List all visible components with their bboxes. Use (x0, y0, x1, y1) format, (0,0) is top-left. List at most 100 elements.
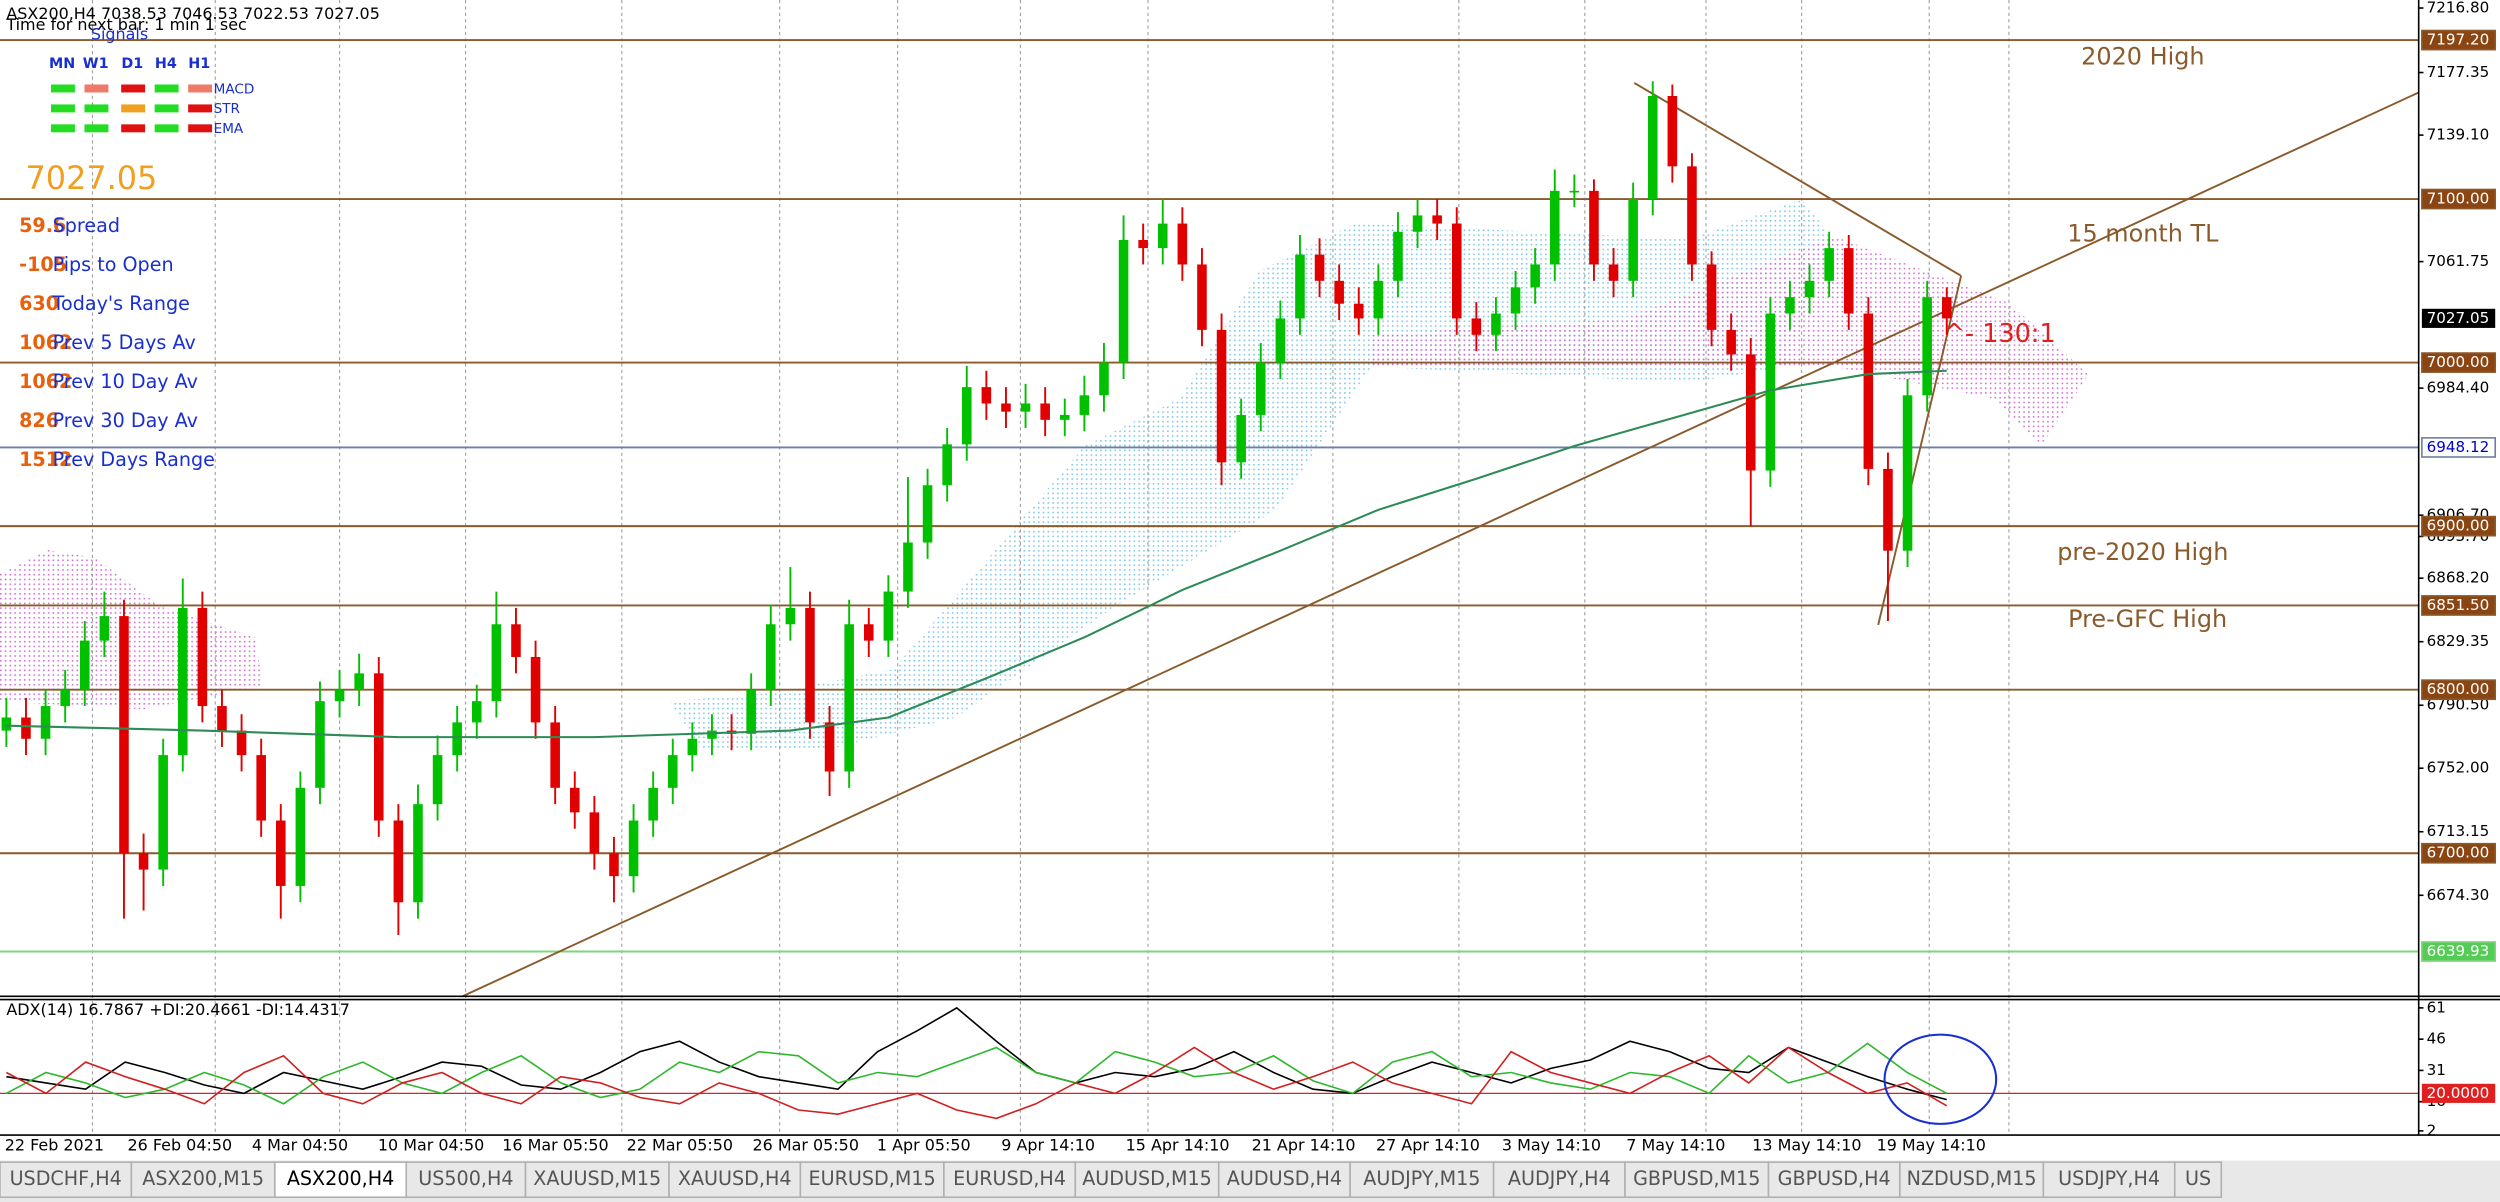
tab[interactable] (943, 1161, 1077, 1199)
level-label: 6800.00 (2427, 680, 2490, 698)
signal-column: MN (49, 56, 75, 72)
annotation: ^- 130:1 (1944, 319, 2056, 349)
stat-value: 1062 (19, 331, 72, 354)
candle-body (275, 820, 286, 886)
candle-body (1118, 239, 1129, 363)
tab-label[interactable]: NZDUSD,M15 (1907, 1167, 2037, 1190)
tab-label[interactable]: XAUUSD,H4 (678, 1167, 792, 1190)
candle-body (1549, 190, 1560, 265)
tab[interactable] (274, 1161, 408, 1199)
signal-cell (51, 104, 75, 113)
tab[interactable] (1767, 1161, 1901, 1199)
tab-label[interactable]: EURUSD,H4 (953, 1167, 1066, 1190)
candle-body (1236, 414, 1246, 463)
candle-body (1510, 287, 1521, 314)
tab-label[interactable]: USDCHF,H4 (10, 1167, 122, 1190)
tab[interactable] (1624, 1161, 1770, 1199)
tab[interactable] (2042, 1161, 2176, 1199)
trend-line (461, 91, 2420, 998)
y-tick-label: 7061.75 (2427, 252, 2490, 270)
signal-column: D1 (121, 56, 143, 72)
tab-label[interactable]: ASX200,H4 (287, 1167, 394, 1190)
tab-label[interactable]: EURUSD,M15 (809, 1167, 936, 1190)
x-tick-label: 26 Mar 05:50 (753, 1136, 859, 1155)
candle-body (1902, 395, 1913, 551)
candle-body (197, 607, 208, 707)
tab-label[interactable]: ASX200,M15 (142, 1167, 264, 1190)
indicator-line (6, 1042, 1948, 1105)
x-tick-label: 3 May 14:10 (1502, 1136, 1601, 1155)
candle-body (177, 607, 188, 756)
tab[interactable] (0, 1161, 133, 1199)
candle-body (491, 624, 502, 702)
y-tick-label: 6829.35 (2427, 632, 2490, 650)
tab[interactable] (1074, 1161, 1220, 1199)
candle-body (883, 591, 894, 641)
candle-body (863, 624, 874, 641)
current-price-label: 7027.05 (2427, 309, 2490, 327)
candle-body (1412, 215, 1423, 232)
tab[interactable] (668, 1161, 802, 1199)
candle-body (687, 738, 698, 756)
tab[interactable] (1492, 1161, 1626, 1199)
candle-body (1706, 264, 1717, 330)
tab-label[interactable]: GBPUSD,M15 (1633, 1167, 1760, 1190)
candle-body (1059, 414, 1070, 420)
tab-label[interactable]: USDJPY,H4 (2058, 1167, 2160, 1190)
stat-value: 630 (19, 292, 59, 315)
level-label: 7100.00 (2427, 190, 2490, 208)
x-tick-label: 13 May 14:10 (1752, 1136, 1861, 1155)
tab-label[interactable]: AUDUSD,H4 (1227, 1167, 1342, 1190)
x-tick-label: 16 Mar 05:50 (502, 1136, 608, 1155)
candle-body (1863, 313, 1874, 469)
tab[interactable] (2173, 1161, 2223, 1199)
level-label: 6639.93 (2427, 942, 2490, 960)
signal-cell (154, 124, 179, 133)
signal-cell (84, 84, 109, 93)
candle-body (961, 387, 972, 445)
annotation: pre-2020 High (2057, 538, 2228, 566)
stat-label: Prev 5 Days Av (53, 331, 196, 354)
candle-body (60, 689, 70, 707)
x-tick-label: 27 Apr 14:10 (1376, 1136, 1480, 1155)
candle-body (765, 624, 776, 690)
tab[interactable] (524, 1161, 670, 1199)
candle-body (99, 616, 110, 641)
tab-label[interactable]: US (2185, 1167, 2211, 1190)
y-tick-label: 6713.15 (2427, 822, 2490, 840)
tab-label[interactable]: XAUUSD,M15 (533, 1167, 661, 1190)
tab-label[interactable]: GBPUSD,H4 (1778, 1167, 1891, 1190)
signal-cell (154, 104, 179, 113)
tab[interactable] (130, 1161, 276, 1199)
tab[interactable] (1217, 1161, 1351, 1199)
signals-title: Signals (91, 25, 148, 44)
x-tick-label: 26 Feb 04:50 (128, 1136, 233, 1155)
signal-column: W1 (83, 56, 109, 72)
candle-body (1647, 96, 1658, 200)
level-box (2421, 595, 2497, 616)
cloud (0, 549, 264, 710)
tab-label[interactable]: AUDUSD,M15 (1082, 1167, 1212, 1190)
candle-body (746, 689, 756, 734)
moving-average (6, 369, 1947, 739)
y-tick-label: 2 (2427, 1121, 2437, 1139)
tab-label[interactable]: AUDJPY,H4 (1508, 1167, 1611, 1190)
tab-label[interactable]: US500,H4 (418, 1167, 513, 1190)
candle-body (217, 706, 227, 731)
candle-body (569, 787, 580, 813)
candle-body (1726, 329, 1736, 355)
tab[interactable] (799, 1161, 945, 1199)
candle-body (1353, 303, 1364, 319)
signal-column: H1 (188, 56, 210, 72)
candle-body (805, 607, 815, 723)
tab-label[interactable]: AUDJPY,M15 (1363, 1167, 1480, 1190)
candle-body (1569, 190, 1580, 193)
candle-body (981, 387, 992, 404)
candle-body (667, 755, 678, 788)
y-tick-label: 7216.80 (2427, 0, 2490, 17)
level-box (2421, 679, 2497, 701)
candle-body (1157, 223, 1168, 249)
x-tick-label: 4 Mar 04:50 (252, 1136, 348, 1155)
level-label: 6700.00 (2427, 844, 2490, 862)
x-tick-label: 9 Apr 14:10 (1001, 1136, 1095, 1155)
